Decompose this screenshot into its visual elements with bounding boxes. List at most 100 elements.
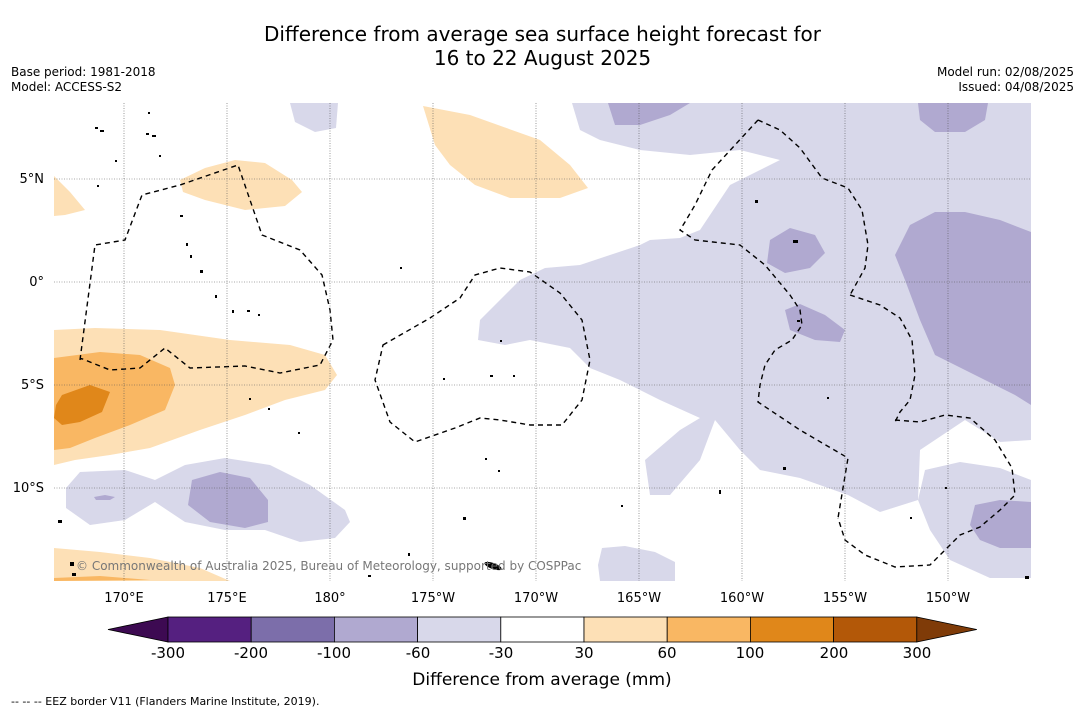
- lon-label: 180°: [314, 591, 345, 606]
- island: [400, 267, 402, 269]
- lon-label: 155°W: [823, 591, 867, 606]
- island: [513, 375, 515, 377]
- colorbar-tick-labels: -300 -200 -100 -60 -30 30 60 100 200 300: [151, 644, 931, 662]
- island-tahiti: [484, 561, 502, 571]
- island: [200, 270, 203, 273]
- islands: [58, 112, 1029, 579]
- colorbar-extend-low: [107, 616, 169, 643]
- contour-neg-med-3: [767, 228, 825, 273]
- contour-pos-dark-1: [54, 385, 110, 425]
- meta-right: Model run: 02/08/2025 Issued: 04/08/2025: [937, 65, 1074, 95]
- latitude-labels: 5°N 0° 5°S 10°S: [13, 172, 44, 496]
- island: [443, 378, 445, 380]
- contour-neg-med-2: [918, 103, 988, 132]
- island: [180, 215, 183, 217]
- colorbar-tick-label: -100: [317, 644, 351, 662]
- contour-pos-north-3: [54, 176, 85, 216]
- island: [719, 490, 721, 494]
- contour-neg-north: [290, 103, 338, 132]
- meta-left: Base period: 1981-2018 Model: ACCESS-S2: [11, 65, 156, 95]
- contour-neg-med-6: [188, 472, 268, 528]
- base-period: Base period: 1981-2018: [11, 65, 156, 79]
- island: [485, 458, 487, 460]
- eez-border-french-polynesia: [837, 414, 1016, 568]
- island: [268, 408, 270, 410]
- island: [1025, 576, 1029, 579]
- colorbar-segment: [500, 616, 585, 643]
- colorbar-tick-label: 100: [736, 644, 765, 662]
- longitude-labels: 170°E 175°E 180° 175°W 170°W 165°W 160°W…: [104, 591, 970, 606]
- contour-pos-med-1: [54, 352, 175, 450]
- title-line-1: Difference from average sea surface heig…: [263, 22, 822, 46]
- island: [463, 517, 466, 520]
- island: [368, 575, 371, 577]
- island: [621, 505, 623, 507]
- island: [500, 340, 502, 342]
- eez-border-line-islands: [757, 119, 869, 296]
- model-name: Model: ACCESS-S2: [11, 80, 123, 94]
- title-line-2: 16 to 22 August 2025: [433, 46, 652, 70]
- contours-pos-dark: [54, 385, 110, 425]
- contour-pos-med-2: [54, 576, 150, 581]
- contour-neg-med-1: [608, 103, 690, 125]
- island: [793, 240, 798, 243]
- island: [148, 112, 150, 114]
- lon-label: 175°E: [207, 591, 247, 606]
- lon-label: 160°W: [720, 591, 764, 606]
- island: [827, 397, 829, 399]
- eez-border-tokelau: [374, 267, 591, 443]
- colorbar-segment: [333, 616, 418, 643]
- issued-date: Issued: 04/08/2025: [958, 80, 1074, 94]
- lon-label: 170°W: [514, 591, 558, 606]
- colorbar-tick-label: -60: [406, 644, 431, 662]
- contour-pos-south: [54, 548, 230, 581]
- lat-label: 5°N: [20, 172, 45, 187]
- island: [408, 553, 410, 556]
- eez-border-line-islands-2: [679, 119, 849, 519]
- colorbar-segment: [167, 616, 252, 643]
- colorbar-segment: [833, 616, 918, 643]
- colorbar-tick-label: -30: [489, 644, 514, 662]
- eez-footnote: -- -- -- EEZ border V11 (Flanders Marine…: [11, 695, 320, 708]
- island: [232, 310, 234, 313]
- colorbar-segment: [417, 616, 502, 643]
- colorbar-tick-label: 30: [574, 644, 593, 662]
- lon-label: 165°W: [617, 591, 661, 606]
- island: [146, 133, 149, 135]
- island: [159, 155, 161, 157]
- eez-border-kiribati-gilberts: [79, 164, 334, 374]
- map-plot-area: © Commonwealth of Australia 2025, Bureau…: [54, 103, 1031, 581]
- island: [249, 398, 251, 400]
- contour-neg-south: [598, 546, 675, 581]
- model-run: Model run: 02/08/2025: [936, 65, 1074, 79]
- colorbar-segment: [750, 616, 835, 643]
- island: [70, 562, 74, 566]
- island: [186, 243, 188, 246]
- island: [100, 130, 104, 132]
- lon-label: 170°E: [104, 591, 144, 606]
- graticule: [54, 103, 1031, 581]
- island: [258, 314, 260, 316]
- contours-neg-medium: [94, 103, 1031, 548]
- eez-border-marquesas: [849, 294, 916, 423]
- lat-label: 5°S: [21, 378, 44, 393]
- eez-borders: [79, 119, 1016, 568]
- copyright-notice: © Commonwealth of Australia 2025, Bureau…: [76, 559, 581, 573]
- colorbar-tick-label: 300: [903, 644, 932, 662]
- colorbar-segment: [666, 616, 751, 643]
- colorbar-tick-label: -300: [151, 644, 185, 662]
- island: [945, 487, 947, 489]
- contour-neg-med-8: [94, 495, 115, 500]
- island: [797, 320, 800, 322]
- island: [152, 135, 156, 137]
- colorbar-segment: [583, 616, 668, 643]
- island: [910, 517, 912, 519]
- colorbar-segment: [250, 616, 335, 643]
- island: [490, 375, 493, 377]
- island: [783, 467, 786, 470]
- colorbar: -300 -200 -100 -60 -30 30 60 100 200 300…: [107, 616, 977, 690]
- lon-label: 150°W: [926, 591, 970, 606]
- contour-neg-east: [478, 103, 1031, 512]
- lat-label: 10°S: [13, 481, 44, 496]
